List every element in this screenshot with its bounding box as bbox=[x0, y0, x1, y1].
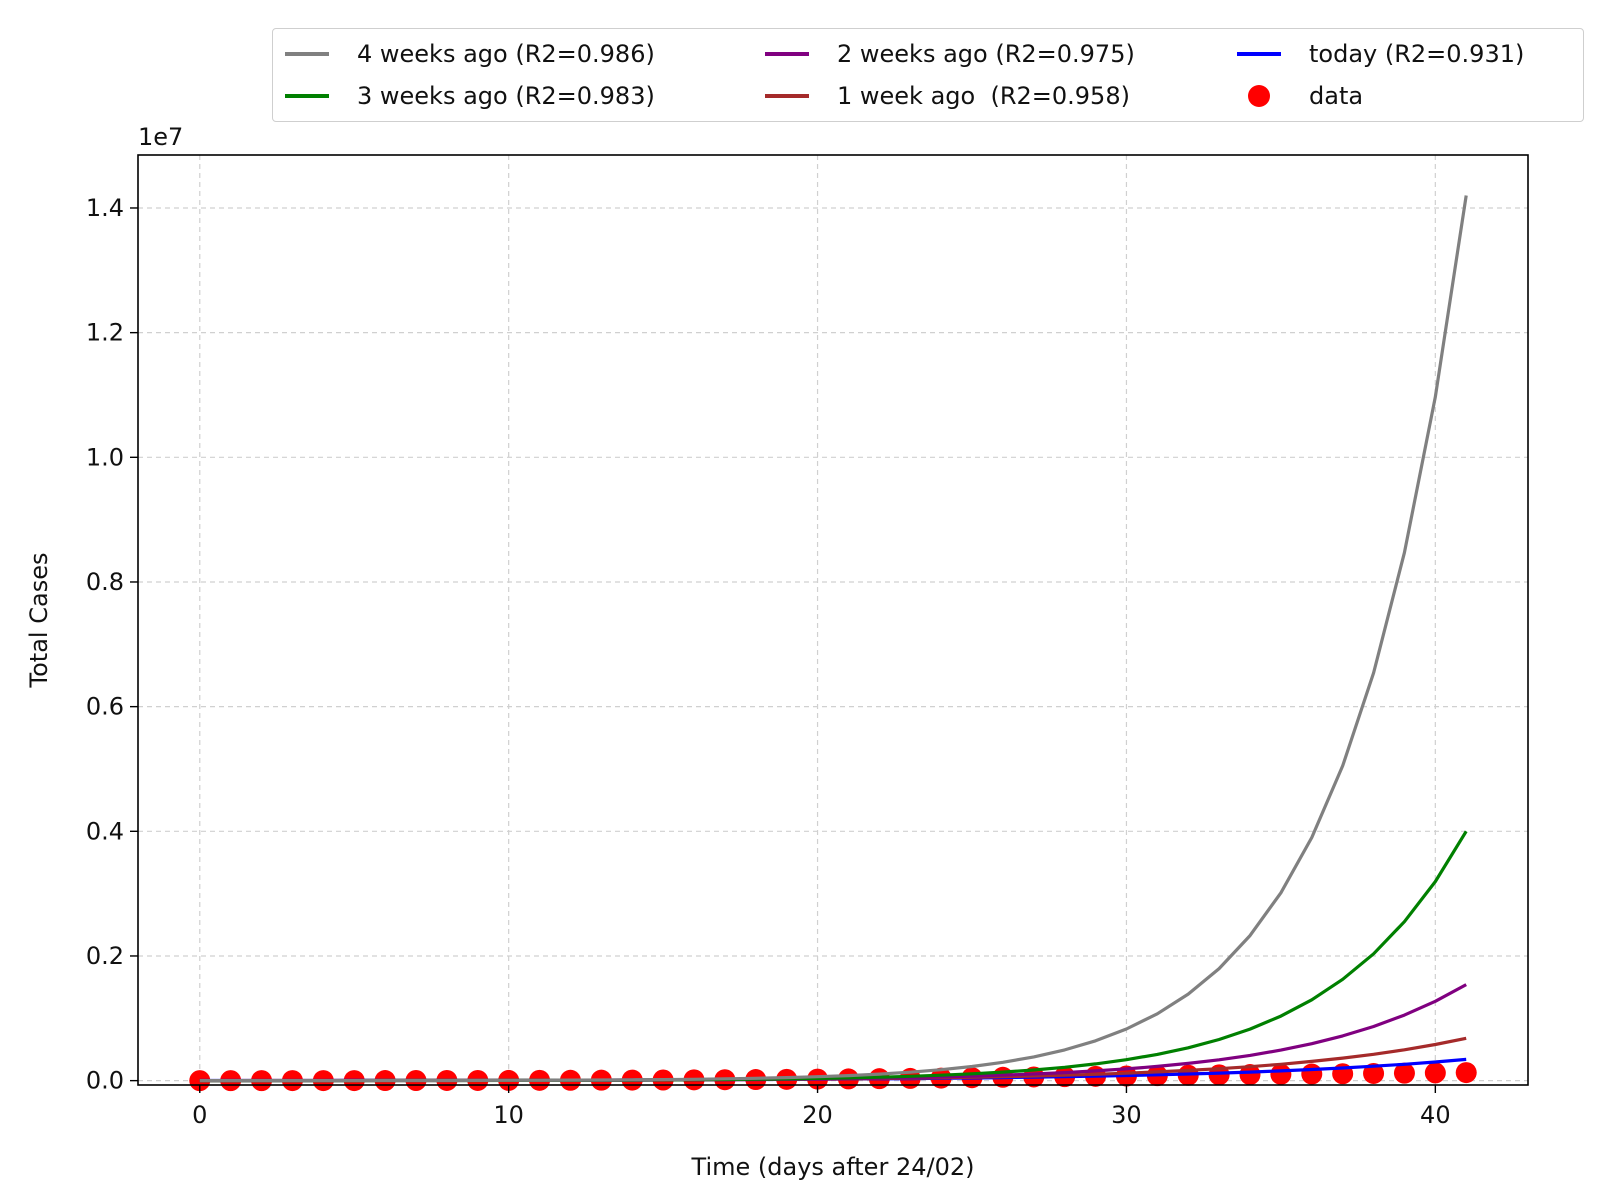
data-point bbox=[189, 1070, 211, 1092]
series-lines bbox=[199, 195, 1468, 1083]
legend: 4 weeks ago (R2=0.986) 3 weeks ago (R2=0… bbox=[272, 28, 1584, 122]
x-axis-label: Time (days after 24/02) bbox=[691, 1153, 975, 1181]
x-tick-label: 0 bbox=[192, 1101, 207, 1129]
data-point bbox=[1363, 1062, 1385, 1084]
x-tick-label: 20 bbox=[802, 1101, 833, 1129]
legend-swatch-brown bbox=[759, 81, 815, 111]
legend-swatch-gray bbox=[279, 39, 335, 69]
plot-frame bbox=[137, 154, 1529, 1086]
legend-item-today: today (R2=0.931) bbox=[1231, 39, 1524, 69]
legend-label: 4 weeks ago (R2=0.986) bbox=[357, 40, 655, 68]
x-ticks: 0 10 20 30 40 bbox=[192, 1085, 1451, 1129]
legend-item-3-weeks-ago: 3 weeks ago (R2=0.983) bbox=[279, 81, 655, 111]
legend-item-4-weeks-ago: 4 weeks ago (R2=0.986) bbox=[279, 39, 655, 69]
legend-label: 3 weeks ago (R2=0.983) bbox=[357, 82, 655, 110]
legend-label: data bbox=[1309, 82, 1364, 110]
legend-label: today (R2=0.931) bbox=[1309, 40, 1525, 68]
data-point bbox=[1239, 1064, 1261, 1086]
grid-lines bbox=[138, 155, 1528, 1085]
y-tick-label: 0.4 bbox=[86, 817, 124, 845]
y-tick-label: 0.6 bbox=[86, 693, 124, 721]
legend-swatch-blue bbox=[1231, 39, 1287, 69]
y-tick-label: 0.2 bbox=[86, 942, 124, 970]
legend-swatch-green bbox=[279, 81, 335, 111]
data-point bbox=[1270, 1063, 1292, 1085]
legend-swatch-purple bbox=[759, 39, 815, 69]
data-point bbox=[1424, 1062, 1446, 1084]
y-tick-label: 1.0 bbox=[86, 443, 124, 471]
data-point bbox=[1301, 1063, 1323, 1085]
y-axis-label: Total Cases bbox=[25, 553, 53, 689]
series-line bbox=[199, 195, 1468, 1083]
y-tick-label: 1.2 bbox=[86, 319, 124, 347]
y-tick-label: 0.8 bbox=[86, 568, 124, 596]
data-point bbox=[1393, 1062, 1415, 1084]
legend-label: 2 weeks ago (R2=0.975) bbox=[837, 40, 1135, 68]
y-offset-label: 1e7 bbox=[138, 123, 183, 151]
x-tick-label: 30 bbox=[1111, 1101, 1142, 1129]
y-tick-label: 1.4 bbox=[86, 194, 124, 222]
legend-item-data: data bbox=[1231, 81, 1363, 111]
x-tick-label: 10 bbox=[493, 1101, 524, 1129]
legend-swatch-red-dot bbox=[1231, 81, 1287, 111]
y-tick-label: 0.0 bbox=[86, 1067, 124, 1095]
data-point bbox=[1455, 1062, 1477, 1084]
legend-item-1-week-ago: 1 week ago (R2=0.958) bbox=[759, 81, 1130, 111]
y-ticks: 0.0 0.2 0.4 0.6 0.8 1.0 1.2 1.4 bbox=[86, 194, 138, 1095]
legend-item-2-weeks-ago: 2 weeks ago (R2=0.975) bbox=[759, 39, 1135, 69]
legend-label: 1 week ago (R2=0.958) bbox=[837, 82, 1130, 110]
x-tick-label: 40 bbox=[1420, 1101, 1451, 1129]
